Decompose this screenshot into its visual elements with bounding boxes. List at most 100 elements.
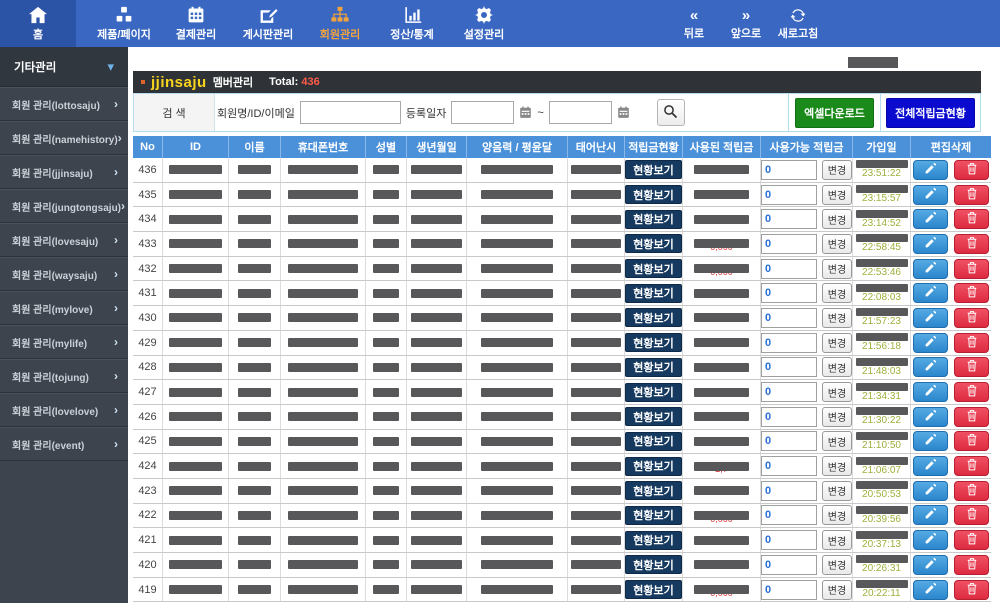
available-points-input[interactable] <box>761 209 817 230</box>
nav-item[interactable]: 제품/페이지 <box>88 0 160 47</box>
change-button[interactable]: 변경 <box>822 480 852 501</box>
edit-button[interactable] <box>913 579 948 600</box>
change-button[interactable]: 변경 <box>822 431 852 452</box>
nav-item[interactable]: 새로고침 <box>772 0 824 47</box>
member-search-input[interactable] <box>299 101 401 124</box>
sidebar-item[interactable]: 회원 관리(lovelove) › <box>0 393 128 427</box>
excel-download-button[interactable]: 엑셀다운로드 <box>795 97 874 128</box>
edit-button[interactable] <box>913 332 948 353</box>
edit-button[interactable] <box>913 233 948 254</box>
sidebar-item[interactable]: 회원 관리(mylife) › <box>0 325 128 359</box>
available-points-input[interactable] <box>761 406 817 427</box>
available-points-input[interactable] <box>761 184 817 205</box>
delete-button[interactable] <box>954 159 989 180</box>
edit-button[interactable] <box>913 530 948 551</box>
points-status-button[interactable]: 현황보기 <box>625 185 682 205</box>
delete-button[interactable] <box>954 184 989 205</box>
change-button[interactable]: 변경 <box>822 209 852 230</box>
delete-button[interactable] <box>954 283 989 304</box>
points-status-button[interactable]: 현황보기 <box>625 308 682 328</box>
delete-button[interactable] <box>954 258 989 279</box>
points-status-button[interactable]: 현황보기 <box>625 555 682 575</box>
available-points-input[interactable] <box>761 480 817 501</box>
available-points-input[interactable] <box>761 159 817 180</box>
delete-button[interactable] <box>954 456 989 477</box>
search-button[interactable] <box>656 99 685 126</box>
change-button[interactable]: 변경 <box>822 505 852 526</box>
points-status-button[interactable]: 현황보기 <box>625 456 682 476</box>
change-button[interactable]: 변경 <box>822 382 852 403</box>
change-button[interactable]: 변경 <box>822 357 852 378</box>
edit-button[interactable] <box>913 480 948 501</box>
available-points-input[interactable] <box>761 456 817 477</box>
edit-button[interactable] <box>913 159 948 180</box>
nav-item[interactable]: 게시판관리 <box>232 0 304 47</box>
delete-button[interactable] <box>954 480 989 501</box>
delete-button[interactable] <box>954 505 989 526</box>
nav-item[interactable]: « 뒤로 <box>668 0 720 47</box>
change-button[interactable]: 변경 <box>822 233 852 254</box>
nav-item[interactable]: » 앞으로 <box>720 0 772 47</box>
delete-button[interactable] <box>954 209 989 230</box>
available-points-input[interactable] <box>761 382 817 403</box>
change-button[interactable]: 변경 <box>822 307 852 328</box>
sidebar-item[interactable]: 회원 관리(lottosaju) › <box>0 87 128 121</box>
calendar-icon[interactable] <box>617 106 630 119</box>
sidebar-item[interactable]: 회원 관리(jjinsaju) › <box>0 155 128 189</box>
nav-item[interactable]: 정산/통계 <box>376 0 448 47</box>
sidebar-item[interactable]: 회원 관리(event) › <box>0 427 128 461</box>
points-status-button[interactable]: 현황보기 <box>625 333 682 353</box>
edit-button[interactable] <box>913 258 948 279</box>
edit-button[interactable] <box>913 184 948 205</box>
available-points-input[interactable] <box>761 283 817 304</box>
change-button[interactable]: 변경 <box>822 159 852 180</box>
calendar-icon[interactable] <box>519 106 532 119</box>
points-status-button[interactable]: 현황보기 <box>625 580 682 600</box>
available-points-input[interactable] <box>761 505 817 526</box>
available-points-input[interactable] <box>761 258 817 279</box>
change-button[interactable]: 변경 <box>822 283 852 304</box>
points-status-button[interactable]: 현황보기 <box>625 382 682 402</box>
nav-item-home[interactable]: 홈 <box>0 0 76 47</box>
available-points-input[interactable] <box>761 233 817 254</box>
sidebar-item[interactable]: 회원 관리(tojung) › <box>0 359 128 393</box>
sidebar-item[interactable]: 회원 관리(jungtongsaju) › <box>0 189 128 223</box>
edit-button[interactable] <box>913 431 948 452</box>
edit-button[interactable] <box>913 209 948 230</box>
edit-button[interactable] <box>913 382 948 403</box>
change-button[interactable]: 변경 <box>822 530 852 551</box>
delete-button[interactable] <box>954 406 989 427</box>
available-points-input[interactable] <box>761 579 817 600</box>
available-points-input[interactable] <box>761 530 817 551</box>
points-status-button[interactable]: 현황보기 <box>625 283 682 303</box>
points-status-button[interactable]: 현황보기 <box>625 209 682 229</box>
all-points-button[interactable]: 전체적립금현황 <box>886 97 975 128</box>
delete-button[interactable] <box>954 530 989 551</box>
sidebar-item[interactable]: 회원 관리(namehistory) › <box>0 121 128 155</box>
delete-button[interactable] <box>954 332 989 353</box>
change-button[interactable]: 변경 <box>822 406 852 427</box>
delete-button[interactable] <box>954 233 989 254</box>
points-status-button[interactable]: 현황보기 <box>625 357 682 377</box>
delete-button[interactable] <box>954 579 989 600</box>
sidebar-group-header[interactable]: 기타관리 ▾ <box>0 47 128 87</box>
available-points-input[interactable] <box>761 554 817 575</box>
points-status-button[interactable]: 현황보기 <box>625 160 682 180</box>
delete-button[interactable] <box>954 554 989 575</box>
change-button[interactable]: 변경 <box>822 332 852 353</box>
available-points-input[interactable] <box>761 431 817 452</box>
points-status-button[interactable]: 현황보기 <box>625 431 682 451</box>
available-points-input[interactable] <box>761 357 817 378</box>
points-status-button[interactable]: 현황보기 <box>625 530 682 550</box>
change-button[interactable]: 변경 <box>822 456 852 477</box>
nav-item[interactable]: 회원관리 <box>304 0 376 47</box>
edit-button[interactable] <box>913 554 948 575</box>
change-button[interactable]: 변경 <box>822 554 852 575</box>
sidebar-item[interactable]: 회원 관리(waysaju) › <box>0 257 128 291</box>
points-status-button[interactable]: 현황보기 <box>625 234 682 254</box>
edit-button[interactable] <box>913 283 948 304</box>
delete-button[interactable] <box>954 357 989 378</box>
available-points-input[interactable] <box>761 332 817 353</box>
points-status-button[interactable]: 현황보기 <box>625 481 682 501</box>
edit-button[interactable] <box>913 307 948 328</box>
